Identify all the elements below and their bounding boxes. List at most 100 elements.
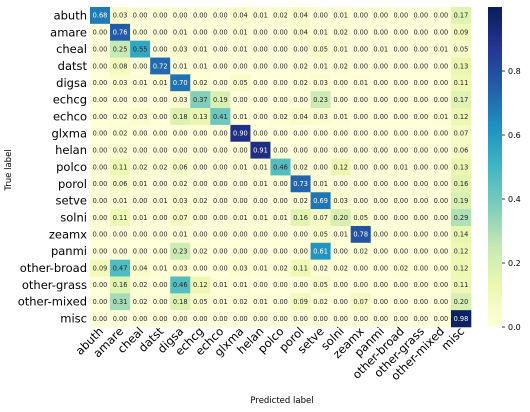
heatmap-cell	[290, 40, 311, 58]
cell-value-label: 0.01	[173, 29, 188, 37]
y-tick-label: setve	[56, 194, 87, 208]
heatmap-cell	[350, 40, 372, 58]
cell-value-label: 0.00	[93, 146, 108, 154]
cell-value-label: 0.46	[273, 163, 288, 171]
heatmap-cell	[370, 293, 392, 311]
heatmap-cell	[290, 192, 311, 210]
cell-value-label: 0.01	[333, 45, 348, 53]
heatmap-cell	[430, 40, 452, 58]
cell-value-label: 0.00	[213, 79, 228, 87]
heatmap-cell	[390, 259, 412, 277]
cell-value-label: 0.00	[434, 298, 449, 306]
heatmap-cell	[110, 74, 131, 92]
heatmap-cell	[230, 209, 251, 227]
cell-value-label: 0.00	[373, 62, 388, 70]
cell-value-label: 0.07	[454, 130, 469, 138]
heatmap-cell	[310, 57, 331, 75]
heatmap-cell	[450, 225, 472, 244]
heatmap-cell	[430, 276, 452, 294]
y-tick-label: amare	[50, 25, 87, 39]
cell-value-label: 0.00	[93, 315, 108, 323]
cell-value-label: 0.00	[133, 146, 148, 154]
cell-value-label: 0.01	[133, 180, 148, 188]
heatmap-cell	[150, 259, 171, 277]
cell-value-label: 0.00	[93, 248, 108, 256]
heatmap-cell	[270, 276, 291, 294]
cell-value-label: 0.00	[393, 214, 408, 222]
cell-value-label: 0.01	[233, 113, 248, 121]
cell-value-label: 0.00	[213, 29, 228, 37]
heatmap-cell	[410, 7, 432, 25]
cell-value-label: 0.02	[133, 163, 148, 171]
cell-value-label: 0.12	[193, 281, 208, 289]
cell-value-label: 0.16	[454, 180, 469, 188]
heatmap-cell	[190, 242, 211, 260]
cell-value-label: 0.00	[193, 264, 208, 272]
heatmap-cell	[450, 192, 472, 210]
heatmap-cell	[210, 276, 231, 294]
heatmap-cell	[430, 141, 452, 159]
heatmap-cell	[130, 57, 151, 75]
cell-value-label: 0.09	[293, 298, 308, 306]
heatmap-cell	[150, 225, 171, 244]
cell-value-label: 0.00	[393, 248, 408, 256]
cell-value-label: 0.41	[213, 113, 228, 121]
heatmap-cell	[410, 192, 432, 210]
heatmap-cell	[270, 209, 291, 227]
heatmap-cell	[450, 158, 472, 176]
heatmap-cell	[290, 293, 311, 311]
cell-value-label: 0.00	[153, 214, 168, 222]
heatmap-cell	[170, 192, 191, 210]
cell-value-label: 0.00	[293, 146, 308, 154]
heatmap-cell	[190, 175, 211, 193]
cell-value-label: 0.00	[293, 248, 308, 256]
heatmap-cell	[170, 158, 191, 176]
cell-value-label: 0.00	[353, 281, 368, 289]
cell-value-label: 0.00	[414, 62, 429, 70]
cell-value-label: 0.00	[313, 315, 328, 323]
cell-value-label: 0.00	[113, 315, 128, 323]
cell-value-label: 0.00	[293, 96, 308, 104]
heatmap-cell	[110, 242, 131, 260]
cell-value-label: 0.00	[414, 248, 429, 256]
heatmap-cell	[110, 158, 131, 176]
heatmap-cell	[250, 242, 271, 260]
cell-value-label: 0.00	[93, 45, 108, 53]
heatmap-cell	[390, 57, 412, 75]
heatmap-cell	[170, 23, 191, 41]
heatmap-cell	[250, 40, 271, 58]
y-tick-label: other-grass	[22, 278, 87, 292]
cell-value-label: 0.00	[213, 231, 228, 239]
heatmap-cell	[390, 108, 412, 126]
cell-value-label: 0.00	[133, 29, 148, 37]
cell-value-label: 0.00	[113, 248, 128, 256]
cell-value-label: 0.00	[353, 29, 368, 37]
cell-value-label: 0.00	[434, 146, 449, 154]
colorbar-tick-label: 0.6	[508, 131, 521, 140]
heatmap-cell	[130, 175, 151, 193]
cell-value-label: 0.00	[193, 214, 208, 222]
heatmap-cell	[110, 276, 131, 294]
cell-value-label: 0.00	[434, 96, 449, 104]
heatmap-cell	[290, 108, 311, 126]
heatmap-cell	[230, 40, 251, 58]
cell-value-label: 0.13	[193, 113, 208, 121]
cell-value-label: 0.19	[213, 96, 228, 104]
heatmap-cell	[450, 7, 472, 25]
cell-value-label: 0.17	[454, 96, 469, 104]
cell-value-label: 0.00	[193, 146, 208, 154]
heatmap-cell	[330, 23, 351, 41]
heatmap-cell	[190, 40, 211, 58]
heatmap-cell	[350, 276, 372, 294]
cell-value-label: 0.03	[173, 264, 188, 272]
heatmap-cell	[310, 225, 331, 244]
cell-value-label: 0.00	[414, 113, 429, 121]
cell-value-label: 0.01	[133, 79, 148, 87]
cell-value-label: 0.02	[333, 29, 348, 37]
cell-value-label: 0.00	[414, 29, 429, 37]
heatmap-cell	[210, 209, 231, 227]
cell-value-label: 0.00	[353, 197, 368, 205]
heatmap-cell	[410, 108, 432, 126]
heatmap-cell	[430, 108, 452, 126]
